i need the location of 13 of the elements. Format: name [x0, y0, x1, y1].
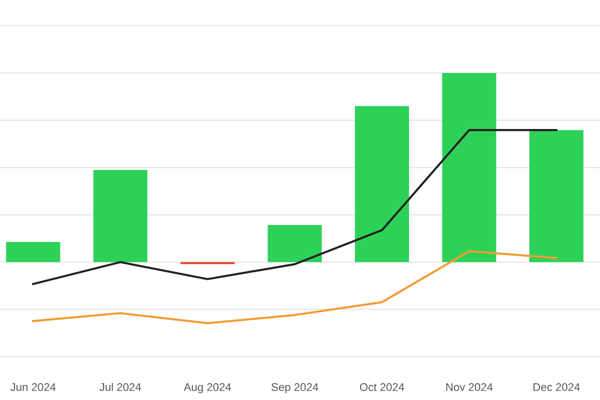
bar: [442, 72, 496, 262]
bar: [268, 225, 322, 262]
x-tick-label: Sep 2024: [271, 383, 318, 394]
bar: [6, 242, 60, 262]
x-tick-label: Jul 2024: [100, 382, 142, 392]
x-tick-label: Dec 2024: [534, 383, 580, 392]
bar: [354, 106, 410, 262]
x-tick-label: Aug 2024: [184, 383, 232, 394]
x-tick-label: Nov 2024: [446, 383, 493, 392]
x-tick-label: Jun 2024: [10, 383, 56, 392]
x-tick-label: Oct 2024: [360, 383, 404, 392]
bar: [529, 130, 584, 262]
bar: [93, 170, 148, 262]
